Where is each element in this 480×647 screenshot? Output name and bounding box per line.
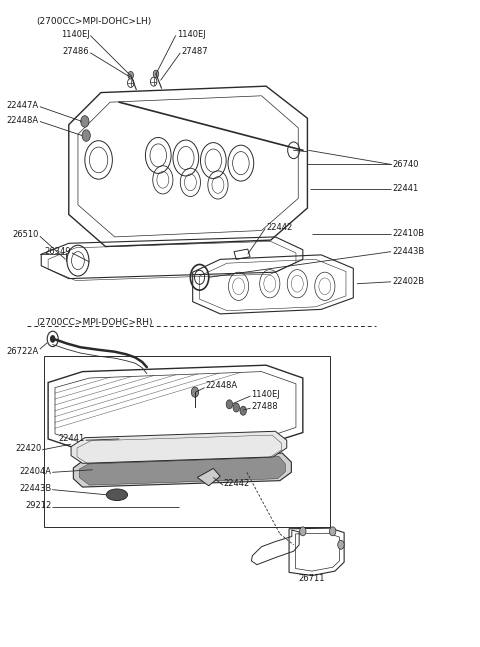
Text: 22442: 22442 [266,223,292,232]
Circle shape [153,70,159,78]
Circle shape [82,130,90,141]
Circle shape [300,527,306,536]
Text: 27486: 27486 [63,47,89,56]
Polygon shape [197,468,220,486]
Text: 22447A: 22447A [7,101,39,110]
Circle shape [240,406,246,415]
Polygon shape [73,453,291,487]
Text: 22442: 22442 [224,479,250,488]
Polygon shape [71,432,287,463]
Text: 26722A: 26722A [7,347,39,356]
Text: 22410B: 22410B [392,229,424,238]
Text: 22443B: 22443B [392,247,425,256]
Text: 1140EJ: 1140EJ [177,30,205,39]
Circle shape [81,116,89,127]
Text: (2700CC>MPI-DOHC>LH): (2700CC>MPI-DOHC>LH) [36,17,152,26]
Text: 26349: 26349 [45,247,71,256]
Circle shape [192,387,199,397]
Text: 22420: 22420 [15,444,41,453]
Circle shape [338,540,344,549]
Circle shape [226,400,233,409]
Text: 29212: 29212 [25,501,51,510]
Circle shape [128,71,133,79]
Text: 26740: 26740 [392,160,419,169]
Text: 22402B: 22402B [392,278,424,287]
Ellipse shape [107,489,128,501]
Text: 22443B: 22443B [19,484,51,493]
Text: 27488: 27488 [252,402,278,411]
Polygon shape [79,456,286,485]
Text: 22448A: 22448A [205,381,238,390]
Text: 22448A: 22448A [7,116,39,125]
Text: 22441: 22441 [59,434,85,443]
Text: 1140EJ: 1140EJ [60,30,89,39]
Text: (2700CC>MPI-DOHC>RH): (2700CC>MPI-DOHC>RH) [36,318,153,327]
Circle shape [329,527,336,536]
Text: 26711: 26711 [299,575,325,584]
Circle shape [233,403,240,412]
Text: 22404A: 22404A [19,466,51,476]
Circle shape [50,335,56,343]
Text: 27487: 27487 [181,47,208,56]
Text: 22441: 22441 [392,184,419,193]
Text: 26510: 26510 [12,230,39,239]
Text: 1140EJ: 1140EJ [252,389,280,399]
